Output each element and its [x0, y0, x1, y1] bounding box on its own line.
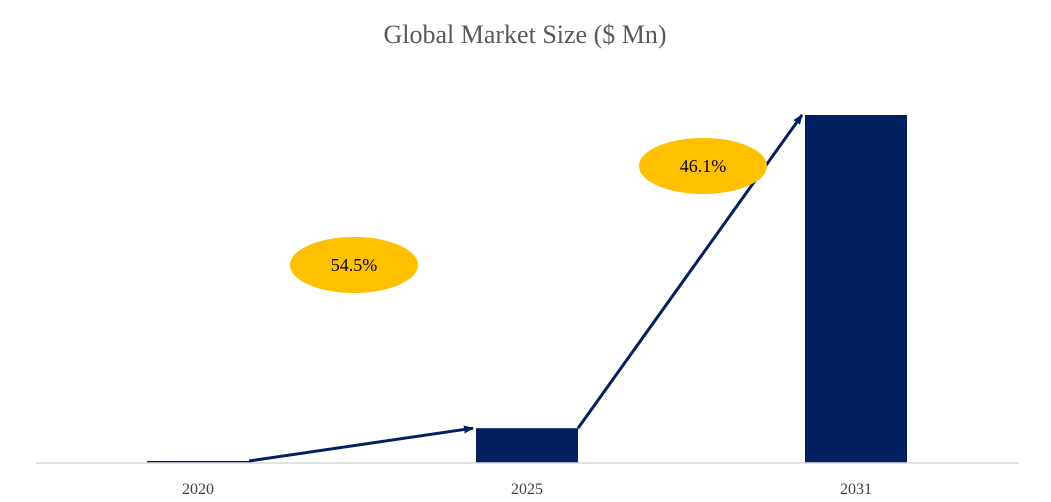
bar-2031 [805, 115, 907, 463]
growth-bubbles: 54.5% 46.1% [290, 138, 767, 293]
x-tick-labels: 2020 2025 2031 [182, 481, 872, 498]
bar-2025 [476, 428, 578, 463]
chart-title: Global Market Size ($ Mn) [383, 20, 666, 49]
bars-group [147, 115, 907, 463]
x-tick-label-2025: 2025 [511, 481, 543, 498]
growth-arrow-2020-2025 [248, 425, 474, 463]
x-tick-label-2020: 2020 [182, 481, 214, 498]
growth-bubble-2020-2025: 54.5% [290, 237, 418, 293]
growth-rate-label: 54.5% [331, 255, 378, 275]
bar-2020 [147, 461, 249, 463]
growth-bubble-shape [290, 237, 418, 293]
growth-bubble-2025-2031: 46.1% [639, 138, 767, 194]
growth-rate-label: 46.1% [680, 156, 727, 176]
growth-bubble-shape [639, 138, 767, 194]
x-tick-label-2031: 2031 [840, 481, 872, 498]
